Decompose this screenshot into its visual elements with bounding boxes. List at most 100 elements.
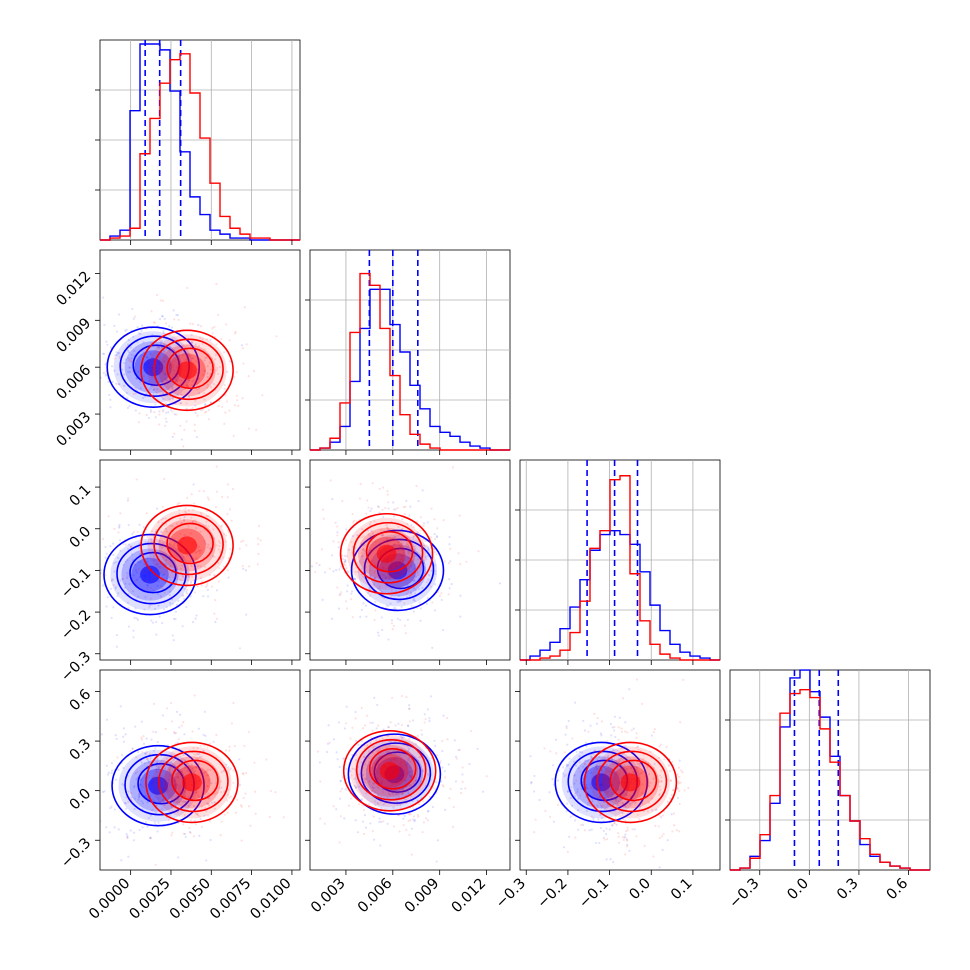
sample-point xyxy=(383,810,386,814)
sample-point xyxy=(145,570,148,573)
sample-point xyxy=(139,779,142,782)
sample-point xyxy=(622,802,625,805)
sample-point xyxy=(188,830,192,834)
sample-point xyxy=(117,525,121,528)
sample-point xyxy=(360,555,363,558)
sample-point xyxy=(596,804,599,807)
x-tick-label: 0.0075 xyxy=(207,876,254,923)
sample-point xyxy=(460,787,463,790)
x-tick-label: −0.3 xyxy=(726,876,762,912)
sample-point xyxy=(386,540,390,544)
sample-point xyxy=(172,364,175,367)
sample-point xyxy=(400,766,403,769)
sample-point xyxy=(625,800,628,804)
sample-point xyxy=(257,552,260,556)
sample-point xyxy=(399,618,402,622)
sample-point xyxy=(416,531,419,534)
sample-point xyxy=(476,747,479,750)
sample-point xyxy=(392,607,395,610)
sample-point xyxy=(226,811,229,814)
sample-point xyxy=(141,785,145,788)
sample-point xyxy=(198,755,201,759)
sample-point xyxy=(583,729,587,732)
sample-point xyxy=(130,796,133,799)
sample-point xyxy=(363,760,366,763)
sample-point xyxy=(117,383,120,386)
sample-point xyxy=(407,819,410,823)
sample-point xyxy=(549,815,552,818)
sample-point xyxy=(126,834,129,838)
sample-point xyxy=(214,792,217,795)
sample-point xyxy=(373,762,377,765)
sample-point xyxy=(678,775,681,778)
y-tick-label: 0.003 xyxy=(54,409,95,450)
density-fill xyxy=(177,536,197,555)
sample-point xyxy=(219,780,223,783)
sample-point xyxy=(431,601,434,604)
sample-point xyxy=(533,774,536,778)
sample-point xyxy=(175,313,178,316)
sample-point xyxy=(168,363,171,366)
sample-point xyxy=(439,760,442,763)
sample-point xyxy=(410,593,413,596)
sample-point xyxy=(186,286,189,289)
sample-point xyxy=(412,782,416,785)
sample-point xyxy=(582,765,585,768)
sample-point xyxy=(118,539,122,542)
sample-point xyxy=(153,321,156,325)
sample-point xyxy=(372,782,375,785)
sample-point xyxy=(651,797,654,800)
sample-point xyxy=(181,354,184,357)
sample-point xyxy=(196,753,199,756)
sample-point xyxy=(397,540,400,543)
sample-point xyxy=(197,793,200,796)
sample-point xyxy=(615,771,619,774)
sample-point xyxy=(361,548,365,551)
sample-point xyxy=(406,724,410,727)
sample-point xyxy=(82,516,84,518)
sample-point xyxy=(132,786,136,789)
sample-point xyxy=(70,400,72,402)
sample-point xyxy=(104,363,107,366)
sample-point xyxy=(245,343,248,346)
sample-point xyxy=(404,798,407,801)
sample-point xyxy=(401,527,404,531)
sample-point xyxy=(170,834,173,837)
sample-point xyxy=(105,340,108,343)
sample-point xyxy=(191,407,194,410)
sample-point xyxy=(397,795,400,798)
sample-point xyxy=(131,553,134,556)
sample-point xyxy=(150,619,153,622)
sample-point xyxy=(418,601,421,604)
sample-point xyxy=(186,385,189,388)
sample-point xyxy=(662,832,665,836)
sample-point xyxy=(156,507,159,510)
sample-point xyxy=(185,605,188,609)
sample-point xyxy=(161,798,164,802)
sample-point xyxy=(590,771,593,774)
sample-point xyxy=(433,550,436,554)
sample-point xyxy=(350,598,353,601)
sample-point xyxy=(218,787,221,790)
sample-point xyxy=(142,735,145,738)
sample-point xyxy=(573,795,576,798)
sample-point xyxy=(74,559,76,561)
sample-point xyxy=(159,777,162,780)
sample-point xyxy=(165,411,168,414)
sample-point xyxy=(164,351,167,354)
sample-point xyxy=(125,346,128,349)
sample-point xyxy=(169,346,172,349)
sample-point xyxy=(106,596,109,599)
sample-point xyxy=(395,752,398,755)
sample-point xyxy=(220,337,223,341)
sample-point xyxy=(613,729,616,732)
sample-point xyxy=(213,574,216,577)
sample-point xyxy=(605,827,608,830)
sample-point xyxy=(635,835,638,838)
sample-point xyxy=(227,531,230,534)
sample-point xyxy=(134,569,138,572)
sample-point xyxy=(206,386,209,389)
sample-point xyxy=(447,562,451,565)
sample-point xyxy=(253,761,256,764)
sample-point xyxy=(140,720,143,723)
